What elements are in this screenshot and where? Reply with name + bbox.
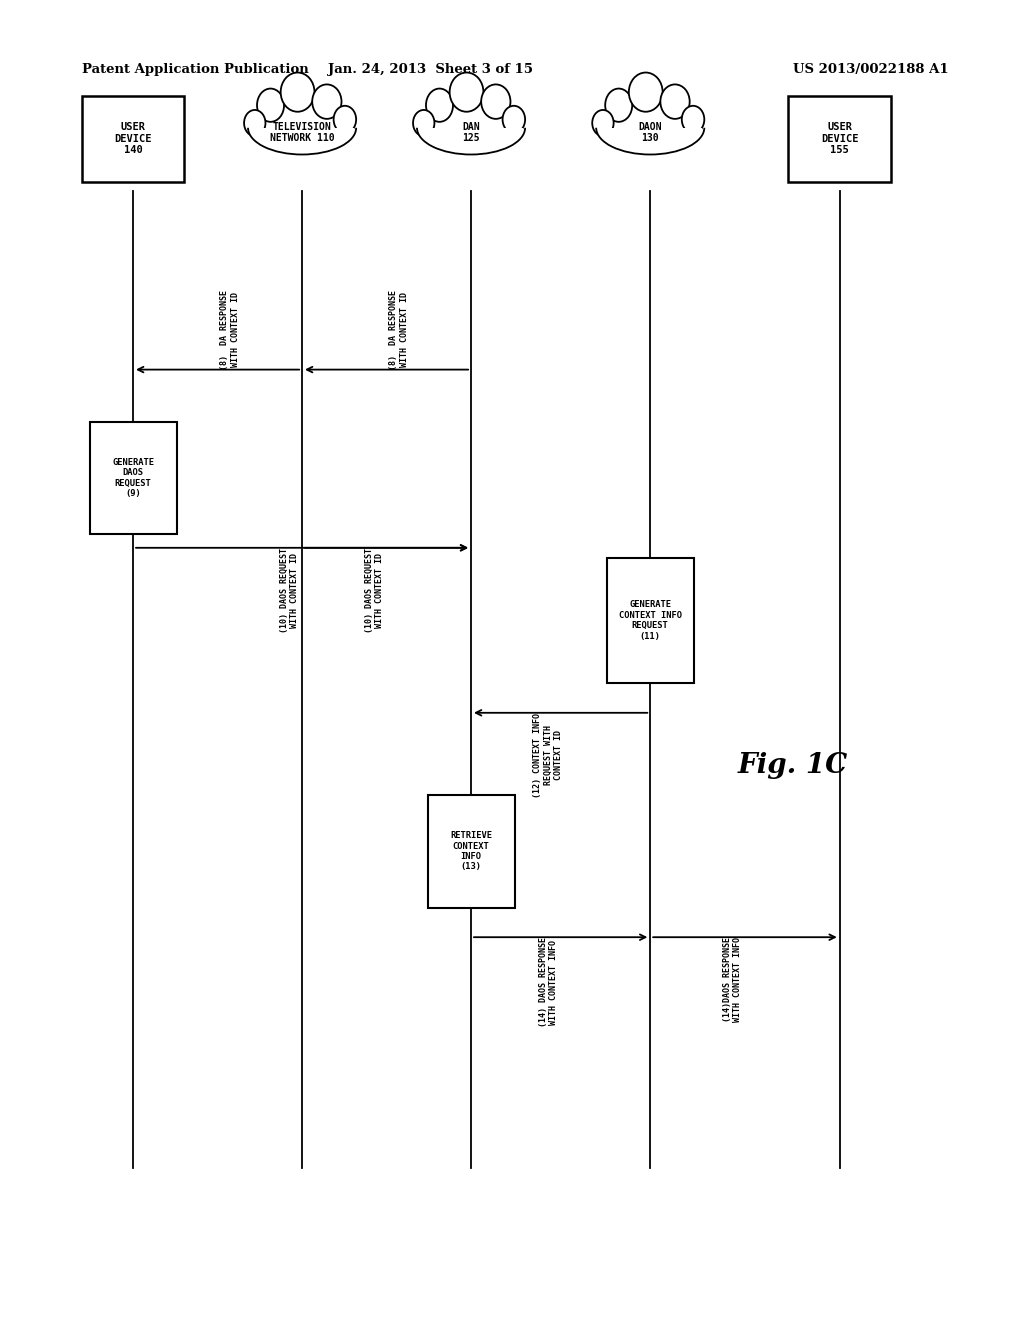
Text: USER
DEVICE
155: USER DEVICE 155 bbox=[821, 121, 858, 156]
Ellipse shape bbox=[605, 88, 632, 121]
Text: DAON
130: DAON 130 bbox=[639, 121, 662, 144]
FancyBboxPatch shape bbox=[428, 795, 515, 908]
Ellipse shape bbox=[450, 73, 483, 112]
Text: (10) DAOS REQUEST
WITH CONTEXT ID: (10) DAOS REQUEST WITH CONTEXT ID bbox=[365, 548, 384, 632]
Ellipse shape bbox=[413, 110, 434, 136]
FancyBboxPatch shape bbox=[606, 557, 694, 682]
FancyBboxPatch shape bbox=[248, 114, 356, 161]
FancyBboxPatch shape bbox=[419, 128, 523, 164]
Ellipse shape bbox=[334, 106, 356, 133]
Text: USER
DEVICE
140: USER DEVICE 140 bbox=[115, 121, 152, 156]
FancyBboxPatch shape bbox=[417, 114, 525, 161]
Text: Jan. 24, 2013  Sheet 3 of 15: Jan. 24, 2013 Sheet 3 of 15 bbox=[328, 63, 532, 77]
Text: (12) CONTEXT INFO
REQUEST WITH
CONTEXT ID: (12) CONTEXT INFO REQUEST WITH CONTEXT I… bbox=[534, 713, 563, 797]
Text: RETRIEVE
CONTEXT
INFO
(13): RETRIEVE CONTEXT INFO (13) bbox=[450, 832, 493, 871]
Ellipse shape bbox=[426, 88, 453, 121]
Text: GENERATE
CONTEXT INFO
REQUEST
(11): GENERATE CONTEXT INFO REQUEST (11) bbox=[618, 601, 682, 640]
Text: (8)  DA RESPONSE
WITH CONTEXT ID: (8) DA RESPONSE WITH CONTEXT ID bbox=[389, 289, 409, 370]
Text: (8)  DA RESPONSE
WITH CONTEXT ID: (8) DA RESPONSE WITH CONTEXT ID bbox=[220, 289, 240, 370]
FancyBboxPatch shape bbox=[250, 128, 354, 164]
Text: (14)DAOS RESPONSE
WITH CONTEXT INFO: (14)DAOS RESPONSE WITH CONTEXT INFO bbox=[723, 937, 742, 1022]
Ellipse shape bbox=[660, 84, 690, 119]
Text: Fig. 1C: Fig. 1C bbox=[737, 752, 848, 779]
Text: (10) DAOS REQUEST
WITH CONTEXT ID: (10) DAOS REQUEST WITH CONTEXT ID bbox=[281, 548, 299, 632]
FancyBboxPatch shape bbox=[82, 96, 184, 181]
Ellipse shape bbox=[481, 84, 510, 119]
Text: Patent Application Publication: Patent Application Publication bbox=[82, 63, 308, 77]
Ellipse shape bbox=[257, 88, 284, 121]
Ellipse shape bbox=[503, 106, 525, 133]
Ellipse shape bbox=[592, 110, 613, 136]
Ellipse shape bbox=[281, 73, 314, 112]
Text: GENERATE
DAOS
REQUEST
(9): GENERATE DAOS REQUEST (9) bbox=[112, 458, 155, 498]
FancyBboxPatch shape bbox=[90, 422, 176, 533]
Text: (14) DAOS RESPONSE
WITH CONTEXT INFO: (14) DAOS RESPONSE WITH CONTEXT INFO bbox=[539, 937, 558, 1027]
Ellipse shape bbox=[682, 106, 705, 133]
FancyBboxPatch shape bbox=[596, 114, 705, 161]
Text: TELEVISION
NETWORK 110: TELEVISION NETWORK 110 bbox=[269, 121, 335, 144]
Ellipse shape bbox=[244, 110, 265, 136]
FancyBboxPatch shape bbox=[598, 128, 702, 164]
Text: DAN
125: DAN 125 bbox=[462, 121, 480, 144]
Ellipse shape bbox=[312, 84, 341, 119]
Ellipse shape bbox=[629, 73, 663, 112]
FancyBboxPatch shape bbox=[788, 96, 891, 181]
Text: US 2013/0022188 A1: US 2013/0022188 A1 bbox=[793, 63, 948, 77]
